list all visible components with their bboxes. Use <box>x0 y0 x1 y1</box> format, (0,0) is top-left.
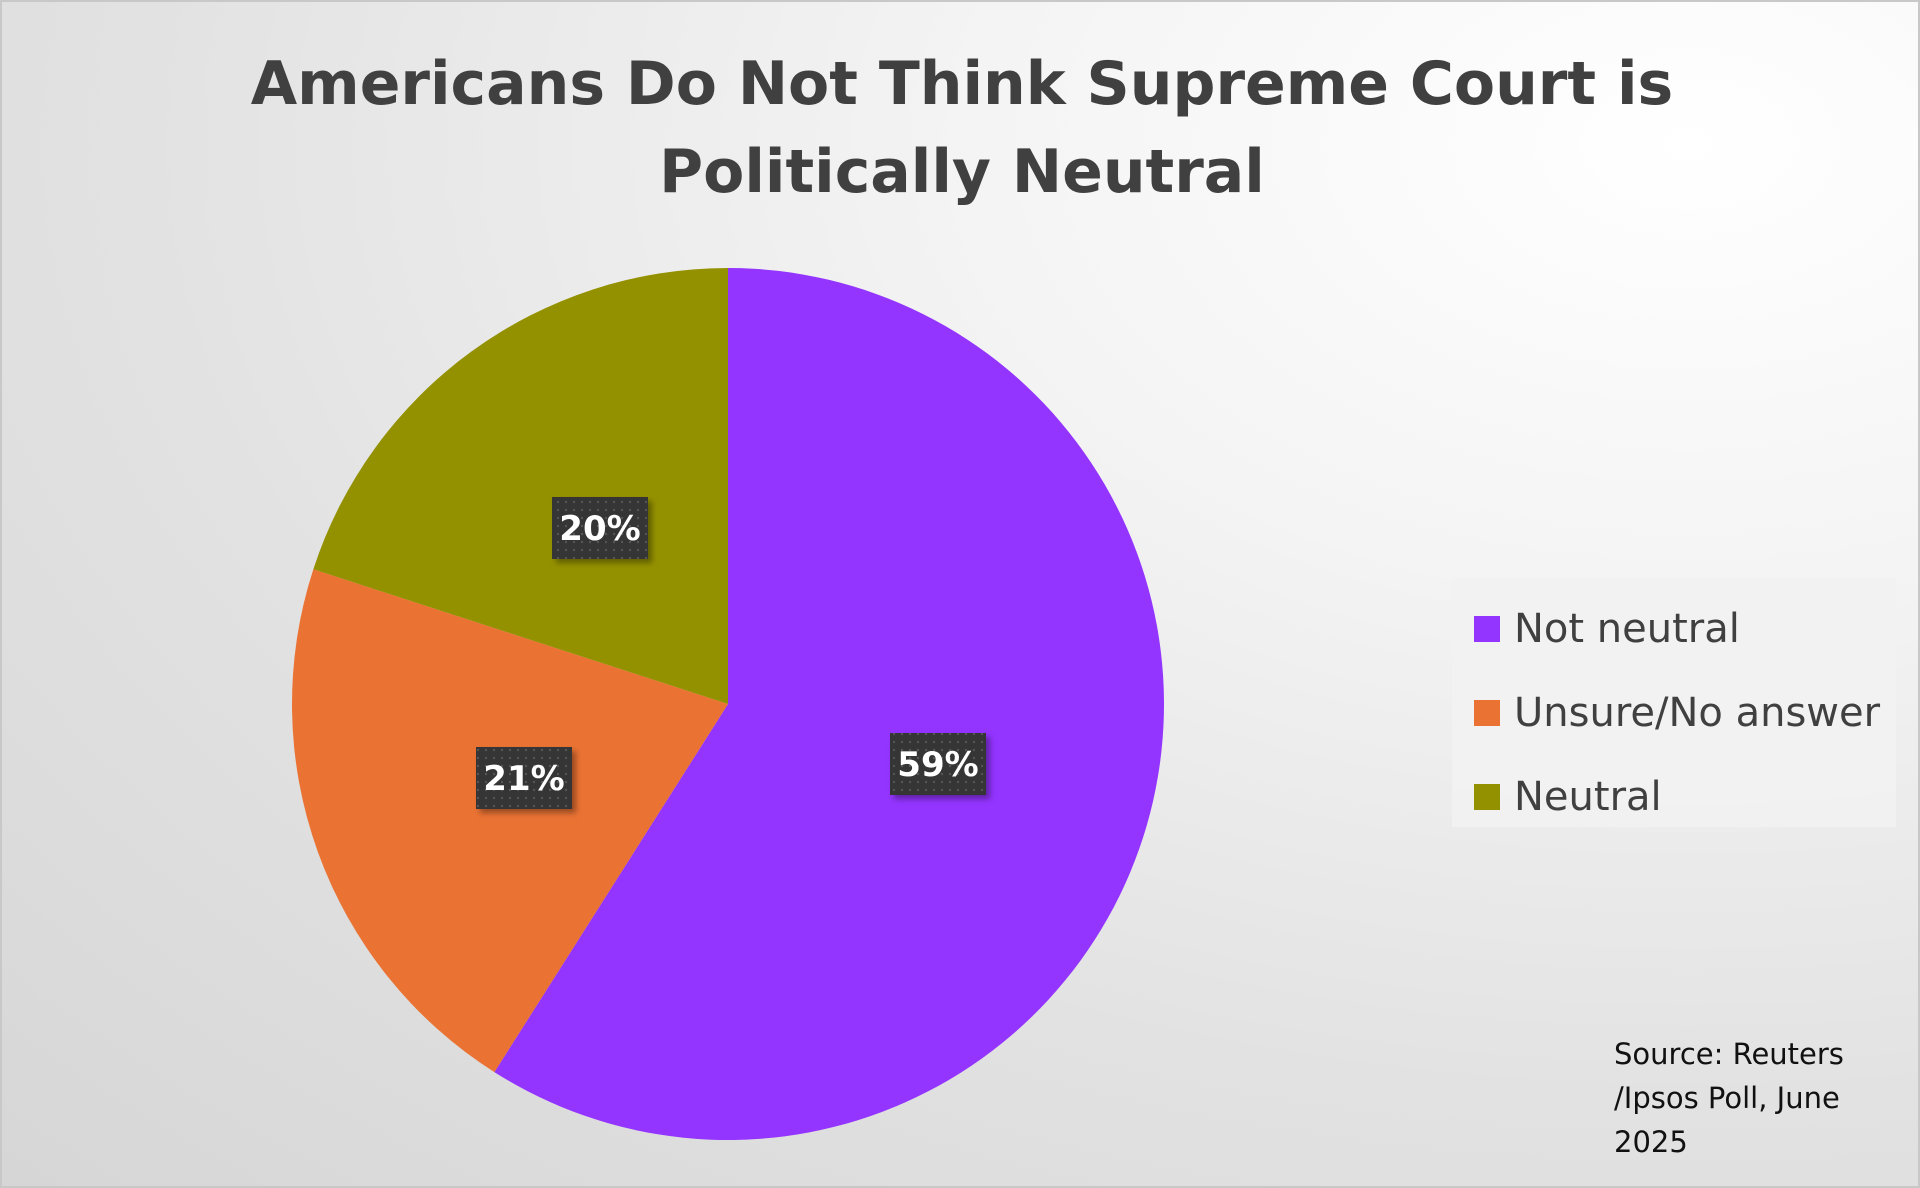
legend-label: Unsure/No answer <box>1514 690 1881 736</box>
legend-item-neutral: Neutral <box>1452 755 1896 839</box>
data-label-box <box>476 747 572 809</box>
data-label-box <box>552 497 648 559</box>
legend-item-not-neutral: Not neutral <box>1452 587 1896 671</box>
pie-slice-not-neutral <box>494 268 1164 1140</box>
chart-title: Americans Do Not Think Supreme Court is … <box>250 49 1674 207</box>
legend-swatch <box>1474 700 1500 726</box>
data-label-text: 21% <box>483 759 564 799</box>
legend-item-unsure: Unsure/No answer <box>1452 671 1896 755</box>
legend-swatch <box>1474 616 1500 642</box>
data-label-box <box>890 733 986 795</box>
source-annotation: Source: Reuters /Ipsos Poll, June 2025 <box>1614 1037 1844 1159</box>
legend: Not neutral Unsure/No answer Neutral <box>1452 577 1896 827</box>
data-label-neutral: 20% <box>552 497 648 559</box>
legend-label: Not neutral <box>1514 606 1740 652</box>
data-label-unsure: 21% <box>476 747 572 809</box>
legend-label: Neutral <box>1514 774 1662 820</box>
data-label-text: 59% <box>897 745 978 785</box>
pie-slice-neutral <box>313 267 728 704</box>
data-label-text: 20% <box>559 509 640 549</box>
data-label-not-neutral: 59% <box>890 733 986 795</box>
pie-slice-unsure <box>291 569 728 1073</box>
legend-swatch <box>1474 784 1500 810</box>
